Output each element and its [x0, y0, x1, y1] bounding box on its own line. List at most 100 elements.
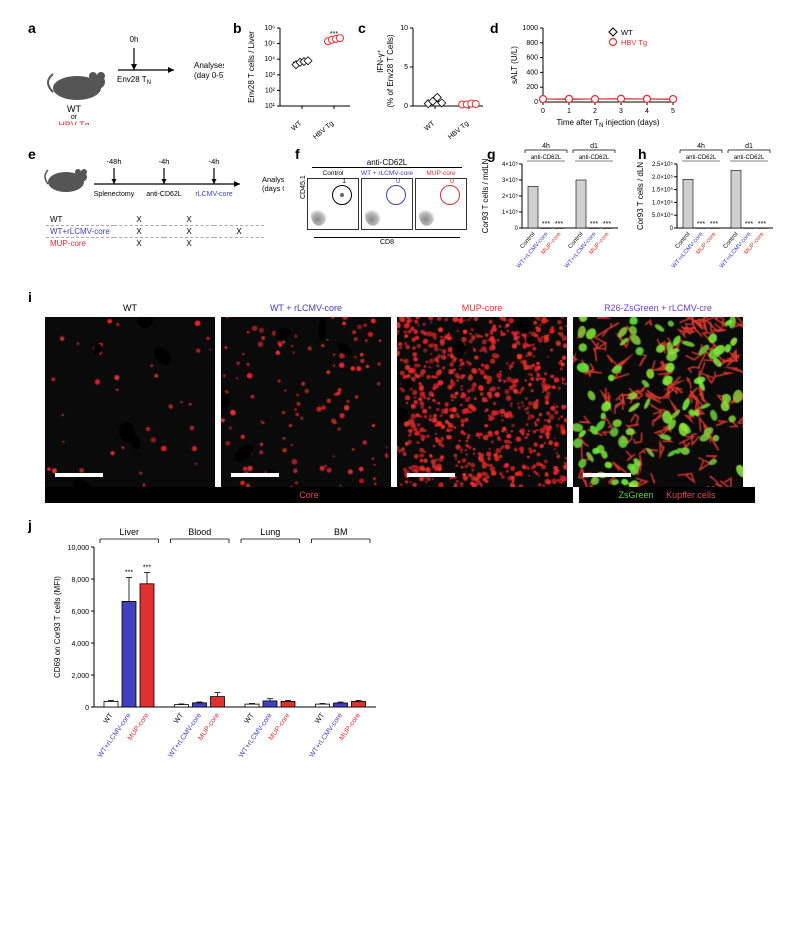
panel-e-table: WTXXWT+rLCMV-coreXXXMUP-coreXX [46, 214, 264, 249]
svg-text:WT: WT [173, 712, 185, 726]
panel-a-schematic: 0h Env28 TN Analyses (day 0-5) WT or HBV… [44, 30, 224, 130]
panel-b-chart: 10¹ 10² 10³ 10⁴ 10⁵ 10⁶ Env28 T cells / Liver W… [242, 20, 357, 135]
svg-text:6,000: 6,000 [71, 609, 89, 616]
svg-text:Time after TN injection (days): Time after TN injection (days) [556, 118, 659, 129]
svg-text:Splenectomy: Splenectomy [94, 191, 135, 198]
panel-f-facs: anti-CD62L Control1WT + rLCMV-core0MUP-c… [306, 158, 468, 251]
svg-text:10³: 10³ [265, 72, 276, 79]
svg-text:5: 5 [404, 64, 408, 71]
svg-text:***: *** [143, 565, 151, 572]
svg-text:0: 0 [541, 108, 545, 115]
svg-text:0: 0 [404, 103, 408, 110]
svg-text:2.0×10⁵: 2.0×10⁵ [652, 174, 674, 181]
svg-text:-4h: -4h [209, 157, 220, 166]
panel-h-chart: 05.0×10⁴1.0×10⁵1.5×10⁵2.0×10⁵2.5×10⁵Cor9… [635, 146, 780, 281]
mouse-wt: WT [67, 104, 81, 114]
svg-text:***: *** [125, 569, 133, 576]
svg-text:0: 0 [85, 705, 89, 712]
svg-text:1×10⁵: 1×10⁵ [502, 209, 519, 216]
panel-j-chart: 02,0004,0006,0008,00010,000CD69 on Cor93… [46, 527, 386, 787]
svg-text:rLCMV-core: rLCMV-core [195, 191, 232, 198]
svg-text:8,000: 8,000 [71, 577, 89, 584]
svg-text:d1: d1 [745, 143, 753, 150]
svg-text:Cor93 T cells / mdLN: Cor93 T cells / mdLN [481, 158, 490, 233]
e-analyses-sub: (days 0-1) [262, 184, 284, 193]
svg-text:1.5×10⁵: 1.5×10⁵ [652, 187, 674, 194]
svg-text:WT: WT [621, 28, 633, 37]
panel-i-micrographs: WTWT + rLCMV-coreMUP-coreR26-ZsGreen + r… [42, 303, 746, 487]
svg-text:WT: WT [423, 120, 436, 133]
svg-text:800: 800 [526, 40, 538, 47]
label-a: a [28, 20, 36, 36]
svg-text:WT: WT [290, 120, 303, 133]
svg-text:4: 4 [645, 108, 649, 115]
svg-text:10: 10 [400, 25, 408, 32]
svg-text:WT: WT [244, 712, 256, 726]
svg-text:HBV Tg: HBV Tg [312, 120, 335, 141]
svg-text:10⁴: 10⁴ [264, 56, 275, 63]
svg-text:4h: 4h [697, 143, 705, 150]
svg-text:5.0×10⁴: 5.0×10⁴ [652, 212, 674, 219]
label-c: c [358, 20, 366, 36]
mouse-hbv: HBV Tg [58, 120, 89, 125]
f-ylab: CD45.1 [300, 175, 307, 199]
svg-text:WT: WT [103, 712, 115, 726]
svg-text:sALT (U/L): sALT (U/L) [510, 46, 519, 84]
svg-text:10⁶: 10⁶ [264, 25, 275, 32]
svg-text:1000: 1000 [522, 25, 538, 32]
e-analyses: Analyses [262, 175, 284, 184]
svg-text:2.5×10⁵: 2.5×10⁵ [652, 161, 674, 168]
panel-c-chart: 0510IFN-γ⁺(% of Env28 T Cells)WTHBV Tg [371, 20, 491, 135]
svg-text:***: *** [603, 221, 611, 228]
svg-text:600: 600 [526, 55, 538, 62]
svg-text:3×10⁵: 3×10⁵ [502, 177, 519, 184]
panel-e-schematic: -48hSplenectomy-4hanti-CD62L-4hrLCMV-cor… [44, 154, 284, 249]
svg-text:***: *** [745, 221, 753, 228]
svg-text:4×10⁵: 4×10⁵ [502, 161, 519, 168]
svg-text:***: *** [590, 221, 598, 228]
label-j: j [28, 517, 32, 533]
svg-text:10,000: 10,000 [68, 545, 90, 552]
panel-g-chart: 0 1×10⁵ 2×10⁵ 3×10⁵ 4×10⁵ Cor93 T cells / mdL… [480, 146, 625, 281]
svg-text:***: *** [330, 31, 338, 38]
svg-text:anti-CD62L: anti-CD62L [146, 191, 182, 198]
panel-i-legend: CoreZsGreen Kupffer cells [42, 487, 780, 503]
f-title: anti-CD62L [312, 158, 462, 168]
label-f: f [295, 146, 300, 162]
svg-text:10⁵: 10⁵ [264, 41, 275, 48]
svg-text:IFN-γ⁺: IFN-γ⁺ [376, 49, 385, 73]
svg-text:WT: WT [314, 712, 326, 726]
f-xlab: CD8 [314, 237, 460, 246]
svg-text:1: 1 [567, 108, 571, 115]
svg-text:HBV Tg: HBV Tg [621, 38, 647, 47]
svg-text:d1: d1 [590, 143, 598, 150]
svg-text:10²: 10² [265, 87, 276, 94]
svg-text:Cor93 T cells / dLN: Cor93 T cells / dLN [636, 162, 645, 230]
svg-text:Env28 T cells / Liver: Env28 T cells / Liver [247, 31, 256, 103]
svg-text:1.0×10⁵: 1.0×10⁵ [652, 199, 674, 206]
svg-text:anti-CD62L: anti-CD62L [734, 155, 765, 161]
svg-text:CD69 on Cor93 T cells (MFI): CD69 on Cor93 T cells (MFI) [53, 576, 62, 678]
svg-text:2,000: 2,000 [71, 673, 89, 680]
svg-text:Liver: Liver [119, 527, 139, 537]
analyses-sub: (day 0-5) [194, 71, 224, 80]
svg-text:400: 400 [526, 69, 538, 76]
svg-text:10¹: 10¹ [265, 103, 276, 110]
label-i: i [28, 289, 32, 305]
label-d: d [490, 20, 499, 36]
panel-d-chart: 02004006008001000sALT (U/L)012345Time af… [505, 20, 680, 135]
svg-text:***: *** [710, 221, 718, 228]
label-e: e [28, 146, 36, 162]
svg-text:***: *** [758, 221, 766, 228]
svg-text:0: 0 [515, 226, 519, 232]
inj-label: Env28 TN [117, 75, 151, 86]
time-0h: 0h [130, 35, 139, 44]
svg-text:2×10⁵: 2×10⁵ [502, 193, 519, 200]
svg-text:-48h: -48h [106, 157, 121, 166]
svg-text:200: 200 [526, 84, 538, 91]
figure: a 0h Env28 TN Analyses [0, 0, 800, 817]
svg-text:(% of Env28 T Cells): (% of Env28 T Cells) [386, 34, 395, 107]
svg-text:Blood: Blood [188, 527, 211, 537]
svg-text:Lung: Lung [260, 527, 280, 537]
svg-text:HBV Tg: HBV Tg [447, 120, 470, 141]
